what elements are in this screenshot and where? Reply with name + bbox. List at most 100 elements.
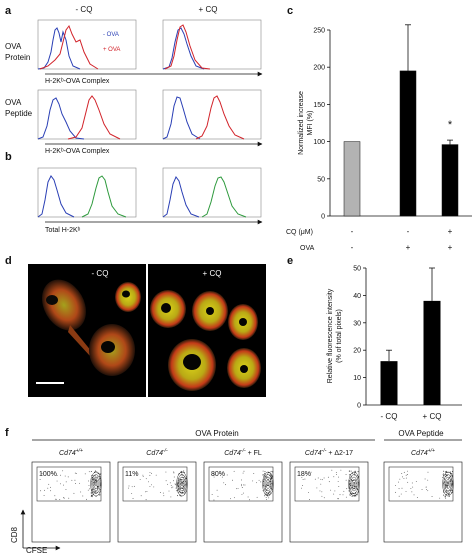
panel-d-header-plus-cq: + CQ [203,269,222,278]
panel-c-condition-mark: + [448,227,453,236]
panel-f-ylabel: CD8 [10,526,19,543]
panel-e-bar [380,361,398,405]
micrograph-plus-cq [148,264,266,397]
panel-c-condition-mark: + [448,243,453,252]
panel-e-ylabel-1: Relative fluorescence intensity [327,288,334,383]
panel-c-ylabel-1: Normalized increase [298,91,305,155]
panel-f-event-cloud [211,470,274,501]
panel-c-ytick-label: 0 [321,214,325,221]
panel-a-protein-minus-cq-plus-ova-curve [39,24,99,70]
micrograph-minus-cq [28,264,146,397]
panel-b-minus-cq-green-curve [81,175,127,218]
panel-label-c: c [287,5,293,17]
panel-c-condition-mark: + [406,243,411,252]
panel-b-minus-cq-blue-curve [37,175,75,218]
panel-f-gate [122,466,188,502]
panel-c-condition-mark: - [351,227,354,236]
panel-e-chart: 0 10 20 30 40 50 Relative fluorescence intens… [327,266,462,421]
panel-b-plot-minus-cq [37,167,137,218]
panel-c-ytick-label: 150 [313,102,325,109]
panel-f-event-cloud [395,470,454,499]
panel-a-peptide-plus-cq-plus-ova-curve [195,95,245,140]
panel-f-event-cloud [39,470,102,500]
panel-label-e: e [287,255,293,267]
panel-f-gate [294,466,360,502]
panel-f-gate [208,466,274,502]
legend-plus-ova: + OVA [103,47,120,53]
panel-e-ytick-label: 40 [353,293,361,300]
panel-e-category-label: + CQ [423,412,442,421]
panel-c-ytick-label: 50 [317,176,325,183]
panel-a-plot-protein-plus-cq [162,19,262,70]
panel-a-peptide-minus-cq-minus-ova-curve [37,97,85,140]
panel-f-gate-percent: 18% [297,471,311,478]
panel-d-header-minus-cq-overlay: - CQ [92,269,109,278]
panel-a-row2-label-1: OVA [5,98,22,107]
panel-c-condition-ova-label: OVA [300,245,315,252]
panel-f-gate-percent: 100% [39,471,57,478]
panel-f-genotype-title: Cd74-/- [146,448,168,457]
panel-a-plot-protein-minus-cq [37,19,137,70]
panel-f-plot-frame [203,461,283,543]
panel-b-plus-cq-blue-curve [162,176,200,218]
panel-f-group-protein: OVA Protein [195,429,238,438]
panel-f-genotype-title: Cd74+/+ [59,448,83,457]
panel-c-significance: * [448,119,453,131]
panel-a-plot-peptide-plus-cq [162,89,262,140]
panel-f-plot-frame [289,461,369,543]
panel-c-bar [399,70,417,217]
panel-a-plot-peptide-minus-cq [37,89,137,140]
panel-a-row1-label-2: Protein [5,53,30,62]
panel-e-ytick-label: 10 [353,375,361,382]
panel-b-plus-cq-green-curve [201,176,247,218]
panel-label-d: d [5,255,12,267]
panel-label-f: f [5,427,9,439]
panel-a-row2-xaxis: H-2Kᵇ-OVA Complex [45,148,110,155]
panel-b-xaxis: Total H-2Kᵇ [45,227,81,234]
panel-e-ytick-label: 30 [353,320,361,327]
panel-a-header-plus-cq: + CQ [199,5,218,14]
panel-c-bar [343,141,361,217]
panel-f-group-peptide: OVA Peptide [398,429,444,438]
panel-c-condition-cq-label: CQ (μM) [286,229,313,236]
panel-c-ytick-label: 200 [313,65,325,72]
panel-label-b: b [5,151,12,163]
panel-f-event-cloud [301,469,360,500]
panel-e-ytick-label: 20 [353,348,361,355]
panel-f-gate [388,466,454,502]
legend-minus-ova: - OVA [103,32,119,38]
panel-f-genotype-title: Cd74+/+ [411,448,435,457]
panel-e-ylabel-2: (% of total pixels) [336,309,343,363]
panel-f-event-cloud [128,470,188,501]
panel-a-protein-plus-cq-minus-ova-curve [162,27,205,70]
panel-a-protein-plus-cq-plus-ova-curve [164,24,211,70]
panel-c-bar [441,144,459,217]
panel-a-peptide-minus-cq-plus-ova-curve [67,95,121,140]
panel-f-gate [36,466,102,502]
panel-a-header-minus-cq: - CQ [76,5,93,14]
panel-e-bar [423,300,441,405]
panel-e-ytick-label: 50 [353,266,361,273]
panel-f-plot-frame [383,461,463,543]
panel-a-peptide-plus-cq-minus-ova-curve [162,96,201,140]
panel-f-xlabel: CFSE [26,546,47,555]
panel-a-row1-label-1: OVA [5,42,22,51]
panel-f-gate-percent: 80% [211,471,225,478]
panel-c-chart: 0 50 100 150 200 250 * Normalized increase MF… [286,24,472,252]
panel-f-genotype-title: Cd74-/- + FL [224,448,262,457]
panel-c-condition-mark: - [407,227,410,236]
panel-c-ytick-label: 100 [313,139,325,146]
panel-a-protein-minus-cq-minus-ova-curve [37,27,81,70]
panel-f-plot-frame [31,461,111,543]
panel-e-ytick-label: 0 [357,403,361,410]
panel-c-ytick-label: 250 [313,28,325,35]
panel-label-a: a [5,5,12,17]
panel-b-plot-plus-cq [162,167,262,218]
panel-a-row2-label-2: Peptide [5,109,33,118]
panel-c-condition-mark: - [351,243,354,252]
panel-f-gate-percent: 11% [125,471,139,478]
panel-f-genotype-title: Cd74-/- + Δ2-17 [305,448,353,457]
panel-a-row1-xaxis: H-2Kᵇ-OVA Complex [45,78,110,85]
panel-c-ylabel-2: MFI (%) [307,111,314,136]
panel-e-category-label: - CQ [381,412,398,421]
